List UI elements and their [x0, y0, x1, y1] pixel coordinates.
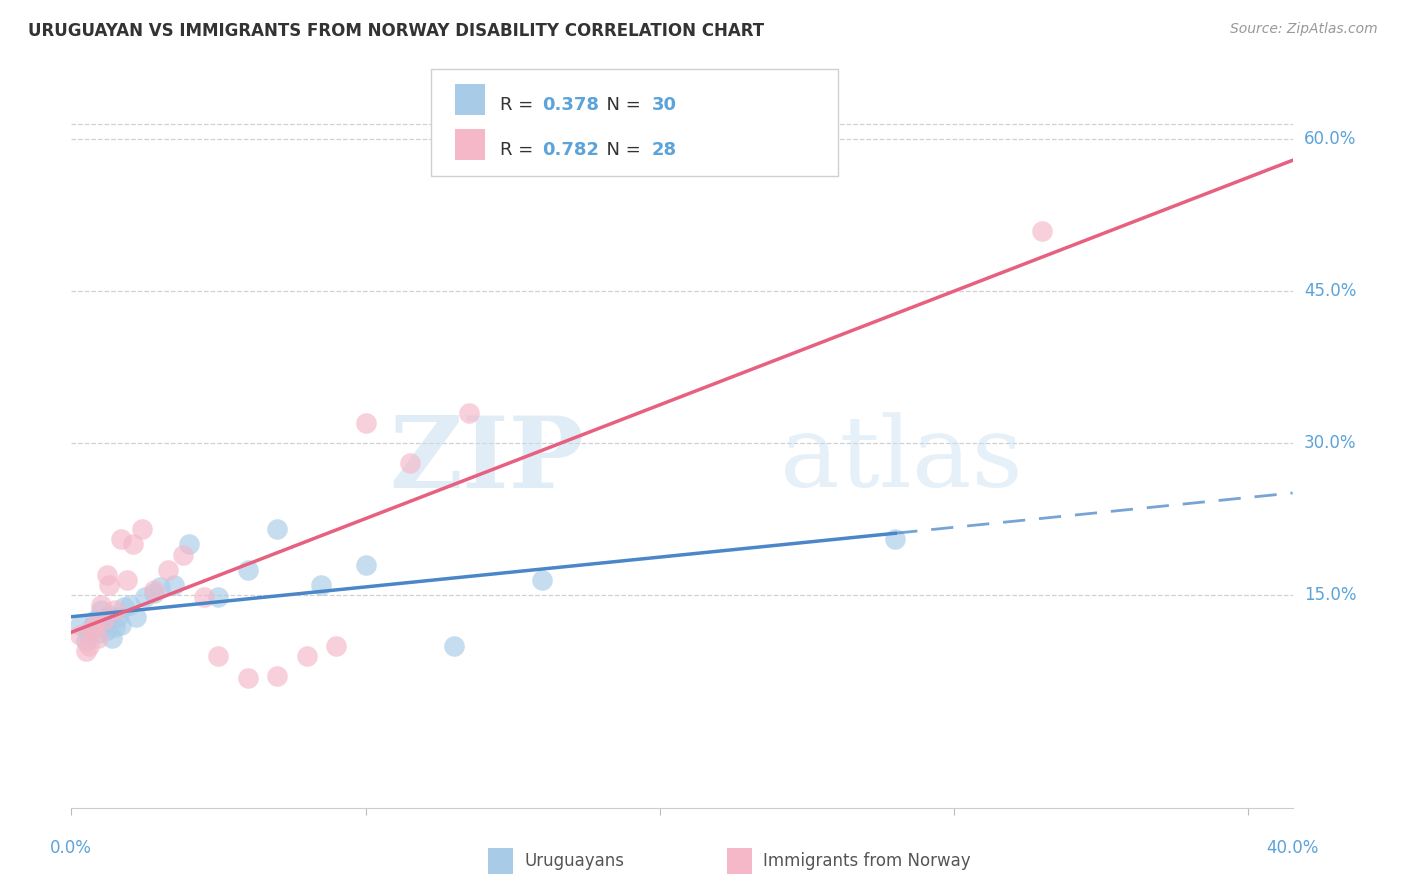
Point — [207, 648, 229, 663]
Text: Immigrants from Norway: Immigrants from Norway — [763, 852, 972, 870]
Point — [148, 580, 170, 594]
Point — [131, 522, 153, 536]
Text: URUGUAYAN VS IMMIGRANTS FROM NORWAY DISABILITY CORRELATION CHART: URUGUAYAN VS IMMIGRANTS FROM NORWAY DISA… — [28, 22, 765, 40]
Point — [122, 537, 145, 551]
Point — [96, 624, 118, 638]
Text: Source: ZipAtlas.com: Source: ZipAtlas.com — [1230, 22, 1378, 37]
Text: 30.0%: 30.0% — [1303, 434, 1357, 452]
Text: 45.0%: 45.0% — [1303, 282, 1357, 301]
Point — [142, 582, 165, 597]
Point — [236, 671, 259, 685]
Point — [87, 631, 110, 645]
Point — [90, 603, 112, 617]
Point — [104, 620, 127, 634]
Text: 0.0%: 0.0% — [51, 838, 93, 856]
Point — [457, 406, 479, 420]
Point — [311, 578, 333, 592]
Point — [115, 573, 138, 587]
Point — [884, 533, 907, 547]
Text: Uruguayans: Uruguayans — [524, 852, 624, 870]
Point — [398, 456, 420, 470]
Text: N =: N = — [595, 142, 647, 160]
Text: R =: R = — [499, 96, 538, 114]
Point — [236, 563, 259, 577]
Text: 60.0%: 60.0% — [1303, 130, 1357, 148]
Point — [354, 558, 377, 572]
Point — [98, 608, 121, 623]
Point — [531, 573, 554, 587]
Text: 30: 30 — [651, 96, 676, 114]
Text: 0.378: 0.378 — [541, 96, 599, 114]
Point — [80, 620, 103, 634]
Point — [69, 618, 91, 632]
Point — [110, 618, 132, 632]
Point — [75, 633, 97, 648]
Point — [266, 522, 288, 536]
Point — [77, 639, 100, 653]
Point — [98, 578, 121, 592]
Point — [69, 628, 91, 642]
Text: atlas: atlas — [779, 412, 1022, 508]
Point — [325, 639, 347, 653]
Point — [77, 628, 100, 642]
Point — [83, 613, 105, 627]
Point — [125, 610, 148, 624]
Point — [93, 613, 115, 627]
Text: N =: N = — [595, 96, 647, 114]
Point — [104, 603, 127, 617]
Point — [163, 578, 186, 592]
Text: R =: R = — [499, 142, 538, 160]
Point — [266, 669, 288, 683]
Point — [112, 600, 135, 615]
Point — [87, 626, 110, 640]
Point — [80, 624, 103, 638]
Point — [96, 567, 118, 582]
Point — [157, 563, 180, 577]
Point — [142, 586, 165, 600]
Point — [134, 590, 156, 604]
Point — [207, 590, 229, 604]
Text: 40.0%: 40.0% — [1267, 838, 1319, 856]
Point — [193, 590, 215, 604]
Point — [1031, 223, 1053, 237]
Point — [93, 616, 115, 631]
Point — [177, 537, 200, 551]
Point — [75, 643, 97, 657]
Text: 28: 28 — [651, 142, 676, 160]
Text: ZIP: ZIP — [389, 412, 585, 508]
Point — [120, 598, 142, 612]
Point — [90, 598, 112, 612]
Point — [107, 610, 129, 624]
Text: 0.782: 0.782 — [541, 142, 599, 160]
Text: 15.0%: 15.0% — [1303, 586, 1357, 604]
Point — [443, 639, 465, 653]
Point — [110, 533, 132, 547]
Point — [295, 648, 318, 663]
Point — [83, 618, 105, 632]
Point — [101, 631, 124, 645]
Point — [354, 416, 377, 430]
Point — [172, 548, 194, 562]
